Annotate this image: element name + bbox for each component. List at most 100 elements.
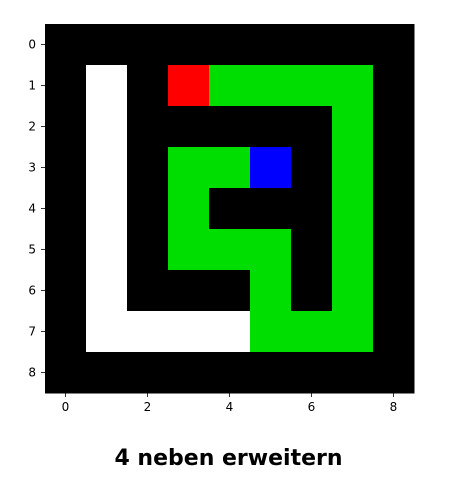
- y-tick-label: 3: [28, 161, 36, 175]
- cell-wall: [127, 147, 169, 189]
- x-tick-label: 6: [308, 400, 316, 414]
- cell-wall: [373, 65, 415, 107]
- cell-wall: [127, 352, 169, 394]
- cell-wall: [250, 352, 292, 394]
- cell-path: [332, 270, 374, 312]
- cell-wall: [373, 24, 415, 66]
- cell-path: [168, 229, 210, 271]
- cell-wall: [291, 188, 333, 230]
- cell-wall: [127, 188, 169, 230]
- y-tick-label: 4: [28, 202, 36, 216]
- cell-path: [250, 311, 292, 353]
- cell-path: [250, 65, 292, 107]
- cell-wall: [209, 270, 251, 312]
- cell-wall: [45, 352, 87, 394]
- x-tick-label: 0: [62, 400, 70, 414]
- cell-path: [291, 65, 333, 107]
- cell-wall: [291, 106, 333, 148]
- x-tick-label: 4: [226, 400, 234, 414]
- cell-wall: [373, 147, 415, 189]
- cell-wall: [168, 106, 210, 148]
- step-caption: 4 neben erweitern: [114, 446, 343, 471]
- cell-path: [332, 188, 374, 230]
- cell-path: [332, 106, 374, 148]
- x-tick-label: 8: [390, 400, 398, 414]
- cell-path: [332, 147, 374, 189]
- cell-visited: [86, 106, 128, 148]
- cell-path: [291, 311, 333, 353]
- cell-wall: [45, 65, 87, 107]
- cell-wall: [45, 311, 87, 353]
- cell-wall: [291, 229, 333, 271]
- cell-agent: [250, 147, 292, 189]
- cell-visited: [86, 65, 128, 107]
- cell-visited: [86, 188, 128, 230]
- cell-wall: [45, 147, 87, 189]
- cell-wall: [86, 24, 128, 66]
- cell-path: [250, 270, 292, 312]
- maze-cells: [45, 24, 415, 394]
- cell-wall: [291, 270, 333, 312]
- y-axis-ticks: 0 1 2 3 4 5 6 7 8: [28, 38, 45, 380]
- cell-path: [332, 65, 374, 107]
- cell-path: [168, 188, 210, 230]
- cell-start: [168, 65, 210, 107]
- y-tick-label: 6: [28, 284, 36, 298]
- cell-wall: [168, 352, 210, 394]
- cell-wall: [209, 24, 251, 66]
- cell-path: [209, 65, 251, 107]
- cell-wall: [168, 270, 210, 312]
- cell-path: [168, 147, 210, 189]
- cell-path: [332, 229, 374, 271]
- cell-visited: [86, 311, 128, 353]
- cell-wall: [209, 352, 251, 394]
- y-tick-label: 8: [28, 366, 36, 380]
- cell-wall: [332, 24, 374, 66]
- x-axis-ticks: 0 2 4 6 8: [62, 393, 398, 414]
- cell-wall: [209, 106, 251, 148]
- cell-visited: [86, 270, 128, 312]
- cell-path: [250, 229, 292, 271]
- cell-wall: [250, 106, 292, 148]
- cell-wall: [127, 106, 169, 148]
- cell-path: [209, 147, 251, 189]
- cell-wall: [209, 188, 251, 230]
- cell-visited: [86, 147, 128, 189]
- cell-wall: [250, 188, 292, 230]
- cell-visited: [168, 311, 210, 353]
- x-tick-label: 2: [144, 400, 152, 414]
- cell-wall: [373, 270, 415, 312]
- y-tick-label: 0: [28, 38, 36, 52]
- cell-wall: [373, 352, 415, 394]
- cell-wall: [127, 24, 169, 66]
- cell-wall: [373, 188, 415, 230]
- cell-wall: [45, 229, 87, 271]
- cell-wall: [86, 352, 128, 394]
- cell-wall: [291, 147, 333, 189]
- y-tick-label: 1: [28, 79, 36, 93]
- cell-visited: [127, 311, 169, 353]
- y-tick-label: 2: [28, 120, 36, 134]
- y-tick-label: 7: [28, 325, 36, 339]
- y-tick-label: 5: [28, 243, 36, 257]
- cell-wall: [291, 352, 333, 394]
- cell-wall: [127, 229, 169, 271]
- cell-visited: [209, 311, 251, 353]
- cell-visited: [86, 229, 128, 271]
- cell-wall: [373, 106, 415, 148]
- cell-path: [332, 311, 374, 353]
- cell-wall: [332, 352, 374, 394]
- maze-board: 0 2 4 6 8 0 1 2 3 4 5 6 7 8: [28, 24, 415, 414]
- cell-wall: [127, 65, 169, 107]
- cell-wall: [45, 188, 87, 230]
- cell-wall: [373, 311, 415, 353]
- cell-path: [209, 229, 251, 271]
- cell-wall: [291, 24, 333, 66]
- cell-wall: [168, 24, 210, 66]
- cell-wall: [127, 270, 169, 312]
- cell-wall: [45, 24, 87, 66]
- cell-wall: [250, 24, 292, 66]
- cell-wall: [45, 270, 87, 312]
- cell-wall: [373, 229, 415, 271]
- cell-wall: [45, 106, 87, 148]
